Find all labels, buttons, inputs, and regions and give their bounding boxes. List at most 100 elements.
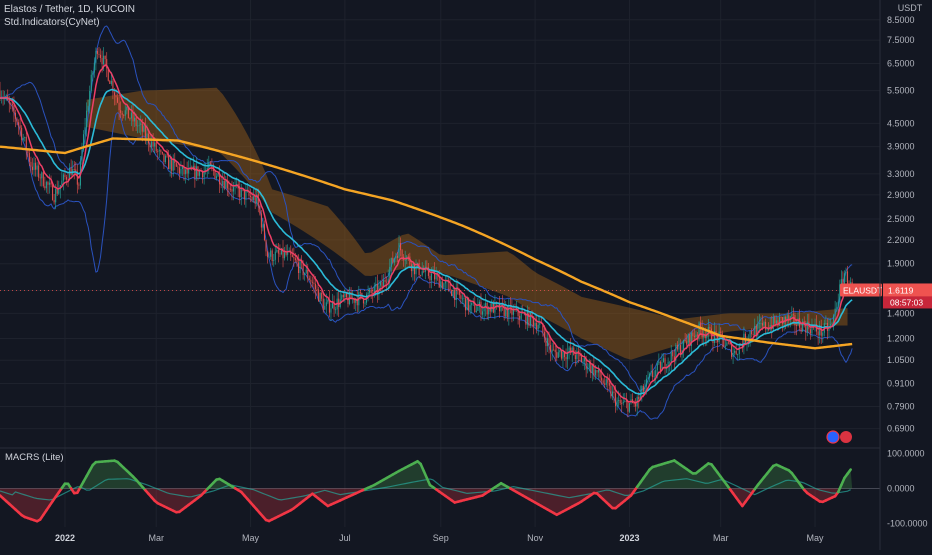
candle-body [643, 386, 644, 392]
candle-body [480, 302, 481, 315]
candle-body [548, 338, 549, 345]
candle-body [134, 118, 135, 122]
candle-body [38, 166, 39, 178]
candle-body [686, 341, 687, 344]
candle-body [40, 178, 41, 179]
candle-body [30, 162, 31, 167]
candle-body [606, 379, 607, 385]
candle-body [157, 151, 158, 152]
candle-body [604, 383, 605, 384]
candle-body [638, 397, 639, 399]
candle-body [310, 280, 311, 282]
candle-body [132, 113, 133, 122]
candle-body [508, 305, 509, 317]
candle-body [423, 271, 424, 272]
candle-body [119, 103, 120, 111]
candle-body [719, 332, 720, 343]
price-axis-label: 4.5000 [887, 118, 915, 128]
candle-body [261, 213, 262, 227]
event-flag-icon[interactable] [827, 431, 839, 443]
candle-body [253, 196, 254, 200]
candle-body [776, 320, 777, 323]
candle-body [86, 111, 87, 128]
candle-body [397, 256, 398, 258]
candle-body [618, 400, 619, 401]
candle-body [115, 95, 116, 97]
candle-body [615, 393, 616, 406]
chart-title[interactable]: Elastos / Tether, 1D, KUCOIN [4, 4, 135, 15]
candle-body [649, 374, 650, 378]
candle-body [170, 160, 171, 169]
candle-body [88, 106, 89, 111]
candle-body [436, 275, 437, 280]
candle-body [176, 163, 177, 167]
candle-body [145, 126, 146, 137]
candle-body [657, 363, 658, 370]
candle-body [555, 350, 556, 352]
candle-body [443, 283, 444, 287]
price-axis-label: 7.5000 [887, 35, 915, 45]
candle-body [535, 323, 536, 326]
candle-body [395, 256, 396, 259]
candle-body [596, 370, 597, 372]
candle-body [368, 293, 369, 295]
candle-body [785, 317, 786, 320]
candle-body [78, 185, 79, 186]
candle-body [55, 189, 56, 202]
candle-body [304, 273, 305, 275]
price-axis-label: 2.2000 [887, 235, 915, 245]
candle-body [100, 55, 101, 58]
candle-body [385, 280, 386, 282]
macd-axis-label: 0.0000 [887, 484, 915, 494]
candle-body [309, 278, 310, 279]
candle-body [768, 329, 769, 330]
candle-body [660, 362, 661, 371]
candle-body [737, 354, 738, 355]
candle-body [545, 338, 546, 346]
candle-body [671, 352, 672, 362]
candle-body [620, 400, 621, 403]
indicator-label[interactable]: Std.Indicators(CyNet) [4, 17, 100, 28]
candle-body [233, 187, 234, 192]
candle-body [753, 334, 754, 335]
time-axis-label: Sep [433, 533, 449, 543]
candle-body [678, 345, 679, 350]
candle-body [187, 169, 188, 173]
candle-body [313, 283, 314, 284]
time-axis-label: Mar [148, 533, 164, 543]
candle-body [651, 371, 652, 373]
candle-body [623, 402, 624, 403]
candle-body [398, 243, 399, 258]
candle-body [318, 290, 319, 302]
price-axis-label: 1.9000 [887, 259, 915, 269]
macd-title[interactable]: MACRS (Lite) [5, 452, 64, 463]
macd-axis-label: -100.0000 [887, 519, 928, 529]
candle-body [759, 323, 760, 324]
candle-body [763, 322, 764, 326]
candle-body [264, 224, 265, 240]
candle-body [10, 103, 11, 104]
candle-body [224, 181, 225, 188]
candle-body [595, 370, 596, 375]
candle-body [695, 335, 696, 337]
candle-body [655, 370, 656, 376]
candle-body [402, 250, 403, 257]
time-axis-label: 2023 [619, 533, 639, 543]
candle-body [221, 184, 222, 185]
candle-body [442, 281, 443, 287]
candle-body [94, 63, 95, 73]
candle-body [699, 322, 700, 335]
candle-body [581, 356, 582, 362]
price-axis-label: 1.2000 [887, 334, 915, 344]
candle-body [767, 329, 768, 330]
candle-body [607, 379, 608, 383]
candle-body [216, 176, 217, 178]
candle-body [326, 302, 327, 306]
candle-body [832, 323, 833, 324]
candle-body [140, 123, 141, 124]
candle-body [375, 284, 376, 287]
candle-body [726, 343, 727, 346]
candle-body [142, 123, 143, 131]
candle-body [120, 110, 121, 113]
